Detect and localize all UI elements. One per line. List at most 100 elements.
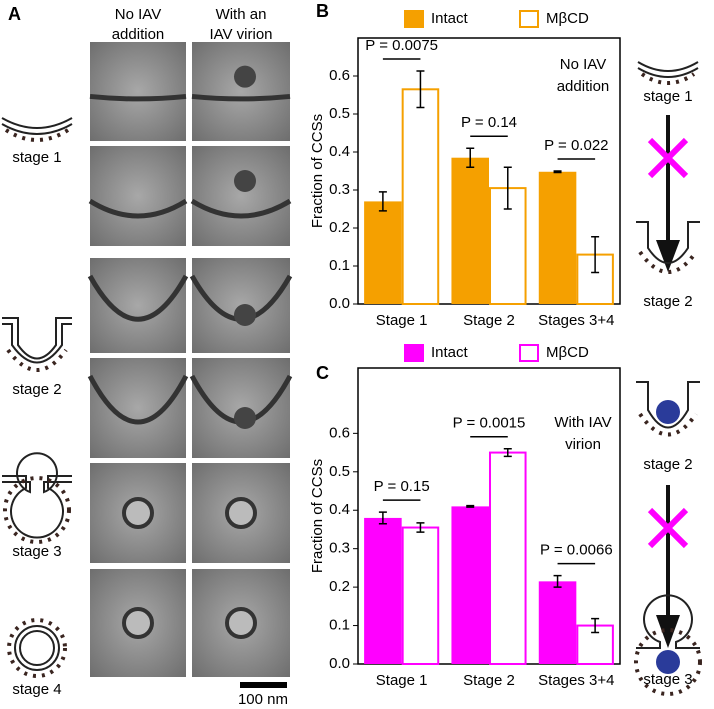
x-tick-label: Stage 2 bbox=[463, 672, 515, 689]
schematic bbox=[634, 61, 702, 696]
y-tick-label: 0.0 bbox=[329, 295, 350, 312]
stage-label: stage 2 bbox=[643, 293, 692, 310]
y-tick-label: 0.1 bbox=[329, 257, 350, 274]
micrograph bbox=[192, 146, 290, 246]
p-value: P = 0.022 bbox=[544, 137, 608, 154]
vesicle bbox=[225, 607, 257, 639]
y-tick-label: 0.6 bbox=[329, 67, 350, 84]
x-tick-label: Stages 3+4 bbox=[538, 312, 614, 329]
bar bbox=[538, 581, 577, 664]
membrane bbox=[191, 93, 291, 102]
bar bbox=[364, 201, 402, 304]
condition-note: virion bbox=[565, 436, 601, 453]
y-tick-label: 0.6 bbox=[329, 424, 350, 441]
x-tick-label: Stage 2 bbox=[463, 312, 515, 329]
vesicle bbox=[225, 497, 257, 529]
stage-label: stage 1 bbox=[12, 149, 61, 166]
y-tick-label: 0.2 bbox=[329, 219, 350, 236]
micrograph bbox=[90, 258, 186, 353]
scale-bar-label: 100 nm bbox=[238, 691, 288, 708]
y-tick-label: 0.1 bbox=[329, 617, 350, 634]
bar bbox=[489, 451, 527, 666]
p-value: P = 0.0015 bbox=[453, 415, 526, 432]
panel-label: A bbox=[8, 4, 21, 24]
y-axis-label: Fraction of CCSs bbox=[309, 459, 326, 573]
micrograph bbox=[90, 146, 186, 246]
stage-label: stage 4 bbox=[12, 681, 61, 698]
column-header: IAV virion bbox=[209, 26, 272, 43]
y-tick-label: 0.5 bbox=[329, 105, 350, 122]
p-value: P = 0.0066 bbox=[540, 542, 613, 559]
error-bar bbox=[591, 235, 600, 274]
error-bar bbox=[553, 574, 562, 588]
micrograph bbox=[192, 42, 290, 141]
error-bar bbox=[378, 191, 387, 212]
y-tick-label: 0.5 bbox=[329, 463, 350, 480]
stage-diagram bbox=[1, 117, 73, 678]
bar bbox=[401, 526, 440, 665]
charts: B Fraction of CCSs 0.0 0.1 0.2 0.3 0.4 0.5 0.6 In… bbox=[309, 1, 693, 689]
membrane bbox=[190, 198, 292, 219]
legend-swatch bbox=[519, 344, 539, 362]
x-tick-label: Stages 3+4 bbox=[538, 672, 614, 689]
error-bar bbox=[466, 147, 475, 168]
y-tick-label: 0.2 bbox=[329, 578, 350, 595]
vesicle bbox=[122, 497, 154, 529]
p-value: P = 0.0075 bbox=[365, 37, 438, 54]
micrographs bbox=[87, 42, 293, 677]
error-bar bbox=[378, 511, 387, 525]
legend-label: Intact bbox=[431, 344, 469, 361]
virion bbox=[234, 304, 256, 326]
x-tick-label: Stage 1 bbox=[376, 672, 428, 689]
error-bar bbox=[503, 166, 512, 210]
y-axis-label: Fraction of CCSs bbox=[309, 114, 326, 228]
panel-label: B bbox=[316, 1, 329, 21]
x-tick-label: Stage 1 bbox=[376, 312, 428, 329]
legend-swatch bbox=[404, 10, 424, 28]
error-bar bbox=[503, 447, 512, 458]
virion bbox=[234, 407, 256, 429]
y-tick-label: 0.4 bbox=[329, 501, 350, 518]
p-value: P = 0.15 bbox=[374, 478, 430, 495]
legend-label: Intact bbox=[431, 10, 469, 27]
y-tick-label: 0.4 bbox=[329, 143, 350, 160]
condition-note: No IAV bbox=[560, 56, 606, 73]
micrograph bbox=[90, 42, 186, 141]
virion bbox=[234, 65, 256, 88]
error-bar bbox=[416, 70, 425, 109]
legend-swatch bbox=[519, 10, 539, 28]
condition-note: addition bbox=[557, 78, 610, 95]
y-tick-label: 0.3 bbox=[329, 181, 350, 198]
membrane bbox=[87, 274, 189, 322]
bar bbox=[451, 506, 489, 664]
error-bar bbox=[416, 522, 425, 533]
micrograph bbox=[90, 358, 186, 458]
bar bbox=[401, 88, 440, 305]
panel-label: C bbox=[316, 363, 329, 383]
p-value: P = 0.14 bbox=[461, 114, 517, 131]
bar bbox=[364, 517, 402, 664]
error-bar bbox=[466, 504, 475, 508]
error-bar bbox=[553, 170, 562, 174]
column-header: With an bbox=[216, 6, 267, 23]
membrane bbox=[89, 93, 187, 102]
stage-label: stage 1 bbox=[643, 88, 692, 105]
membrane bbox=[88, 198, 188, 219]
bar bbox=[538, 171, 577, 304]
legend-label: MβCD bbox=[546, 10, 589, 27]
legend-swatch bbox=[404, 344, 424, 362]
membrane bbox=[87, 374, 189, 425]
column-header: addition bbox=[112, 26, 165, 43]
stage-label: stage 2 bbox=[12, 381, 61, 398]
condition-note: With IAV bbox=[554, 414, 611, 431]
vesicle bbox=[122, 607, 154, 639]
stage-label: stage 2 bbox=[643, 456, 692, 473]
stage-label: stage 3 bbox=[643, 671, 692, 688]
error-bar bbox=[591, 617, 600, 634]
bar bbox=[451, 157, 489, 304]
stage-label: stage 3 bbox=[12, 543, 61, 560]
y-tick-label: 0.3 bbox=[329, 540, 350, 557]
legend-label: MβCD bbox=[546, 344, 589, 361]
virion bbox=[234, 170, 256, 192]
